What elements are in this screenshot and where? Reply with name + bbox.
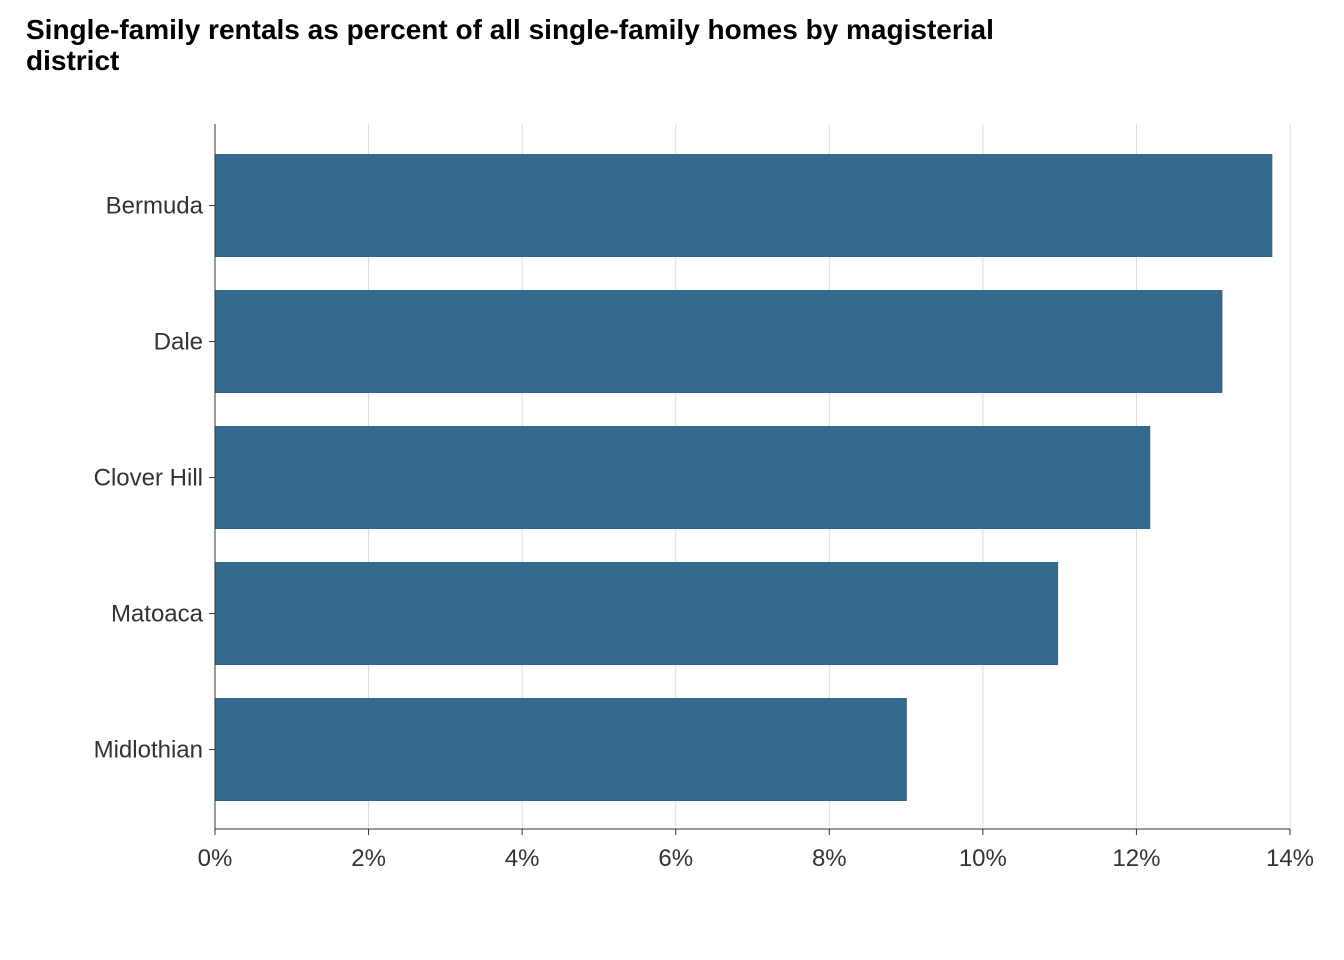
x-tick-label: 0% [198,845,233,872]
bar-clover-hill [215,426,1151,529]
y-tick-label: Bermuda [106,193,204,220]
y-tick-label: Midlothian [94,737,203,764]
bars [215,154,1273,801]
x-tick-label: 2% [351,845,386,872]
x-tick-label: 4% [505,845,540,872]
y-tick-label: Clover Hill [94,465,203,492]
chart-title: Single-family rentals as percent of all … [26,14,994,76]
x-tick-label: 6% [658,845,693,872]
tick-labels: Bermuda Dale Clover Hill Matoaca Midlothian 0… [94,193,1314,873]
bar-matoaca [215,562,1059,665]
x-tick-label: 10% [959,845,1007,872]
y-tick-label: Matoaca [111,601,204,628]
bar-bermuda [215,154,1273,257]
bar-dale [215,290,1223,393]
x-tick-label: 8% [812,845,847,872]
axes [209,124,1291,835]
x-tick-label: 12% [1112,845,1160,872]
y-tick-label: Dale [154,329,203,356]
bar-midlothian [215,698,907,801]
x-tick-label: 14% [1266,845,1314,872]
